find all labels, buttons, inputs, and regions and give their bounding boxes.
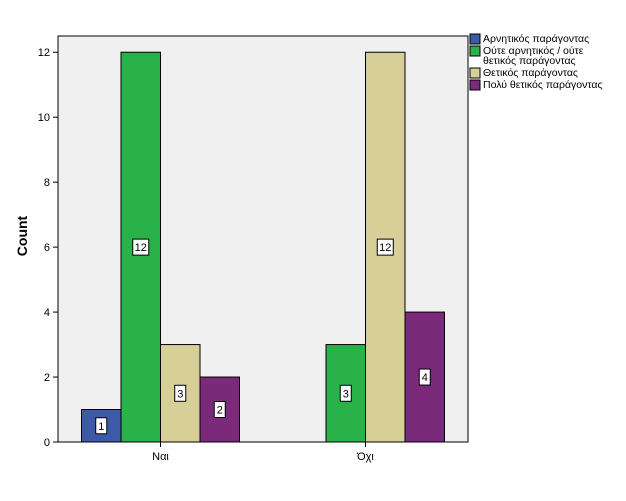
- y-tick-label: 6: [44, 242, 50, 254]
- legend-label: Πολύ θετικός παράγοντας: [483, 79, 603, 91]
- data-label-box: [174, 384, 187, 402]
- legend-swatch: [469, 79, 481, 91]
- data-label-box: [339, 384, 352, 402]
- y-tick-label: 0: [44, 437, 50, 449]
- x-tick-label: Όχι: [356, 451, 374, 463]
- data-label: 1: [98, 421, 104, 433]
- x-axis: Ναι Όχι: [152, 442, 374, 463]
- legend-swatch: [469, 33, 481, 45]
- data-label: 3: [343, 388, 349, 400]
- legend-label: Αρνητικός παράγοντας: [483, 33, 589, 45]
- data-label-box: [418, 368, 431, 386]
- data-label-box: [213, 401, 226, 419]
- legend-swatch: [469, 67, 481, 79]
- data-label: 4: [422, 372, 428, 384]
- data-label: 12: [135, 242, 147, 254]
- y-tick-label: 8: [44, 177, 50, 189]
- legend-label: Ούτε αρνητικός / ούτε θετικός παράγοντας: [483, 45, 584, 67]
- data-label: 2: [217, 405, 223, 417]
- legend-label: Θετικός παράγοντας: [483, 67, 578, 79]
- y-tick-label: 4: [44, 307, 50, 319]
- bars-layer: 1 12 3 2 3 12 4: [81, 51, 445, 443]
- data-label: 3: [177, 388, 183, 400]
- data-label-box: [95, 417, 108, 435]
- y-tick-label: 2: [44, 372, 50, 384]
- data-label-box: [376, 238, 394, 256]
- x-tick-label: Ναι: [152, 451, 169, 463]
- y-axis: 0 2 4 6 8 10 12: [38, 47, 58, 449]
- y-axis-title: Count: [14, 215, 30, 256]
- legend-swatch: [469, 45, 481, 57]
- y-tick-label: 10: [38, 112, 50, 124]
- data-label: 12: [379, 242, 391, 254]
- data-label-box: [132, 238, 150, 256]
- y-tick-label: 12: [38, 47, 50, 59]
